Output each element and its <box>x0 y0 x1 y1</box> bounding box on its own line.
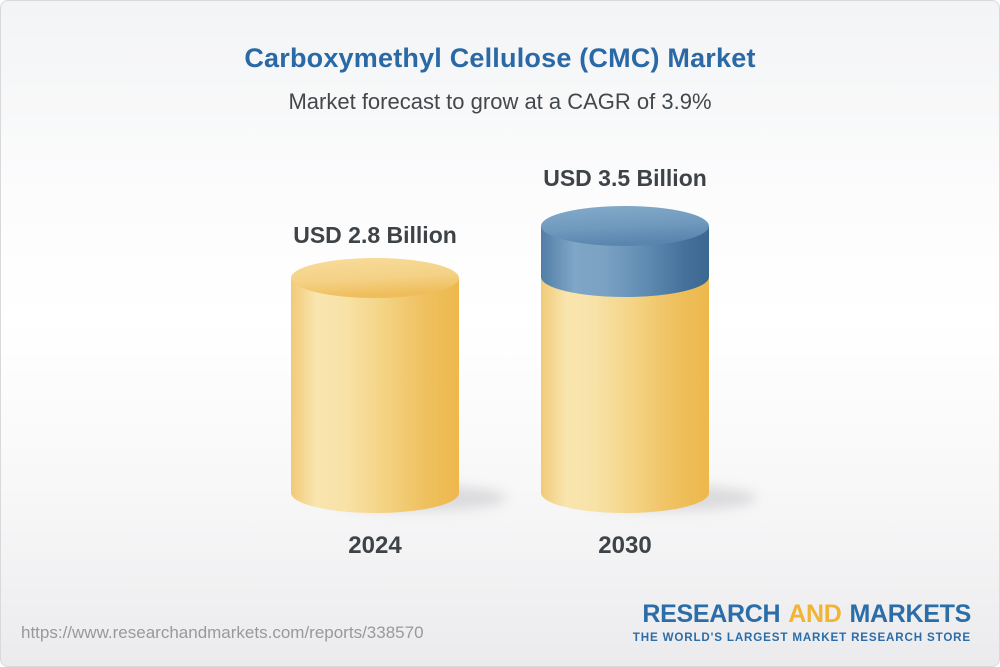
report-url: https://www.researchandmarkets.com/repor… <box>21 623 424 642</box>
research-and-markets-logo: RESEARCH AND MARKETS THE WORLD'S LARGEST… <box>632 600 972 644</box>
logo-wordmark: RESEARCH AND MARKETS <box>642 600 971 629</box>
logo-word-and: AND <box>788 600 842 628</box>
bar-2030 <box>541 206 757 513</box>
value-label-2030: USD 3.5 Billion <box>543 165 707 191</box>
logo-word-research: RESEARCH <box>642 600 781 628</box>
bar-2024 <box>291 258 507 513</box>
logo-tagline: THE WORLD'S LARGEST MARKET RESEARCH STOR… <box>632 630 971 644</box>
value-label-2024: USD 2.8 Billion <box>293 222 457 248</box>
bar-2030-growth-segment <box>541 226 709 297</box>
subtitle: Market forecast to grow at a CAGR of 3.9… <box>288 89 712 114</box>
bar-2024-top <box>291 258 459 298</box>
category-label-2024: 2024 <box>348 532 402 559</box>
page-title: Carboxymethyl Cellulose (CMC) Market <box>244 43 756 73</box>
category-label-2030: 2030 <box>598 532 652 559</box>
bar-2024-body <box>291 278 459 513</box>
bar-2030-base-segment <box>541 226 709 513</box>
bar-2030-top <box>541 206 709 246</box>
logo-word-markets: MARKETS <box>849 600 971 628</box>
